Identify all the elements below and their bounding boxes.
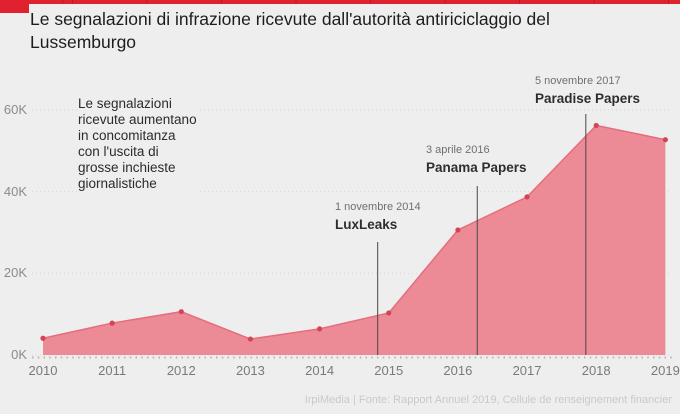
annotation-label: Panama Papers [426, 160, 527, 175]
x-axis-label: 2017 [512, 363, 542, 378]
chart-note-line: ricevute aumentano [78, 112, 197, 127]
data-point [40, 335, 46, 341]
x-axis-label: 2016 [443, 363, 473, 378]
trend-line [42, 124, 666, 340]
annotation-date: 1 novembre 2014 [335, 201, 421, 213]
brand-red-square [0, 0, 29, 13]
x-axis-label: 2018 [581, 363, 611, 378]
data-point [455, 227, 461, 233]
event-annotation: 5 novembre 2017 Paradise Papers [531, 74, 645, 108]
data-point [662, 137, 668, 143]
chart-note-line: in concomitanza [78, 128, 176, 143]
data-point [247, 336, 254, 342]
chart-note-line: grosse inchieste [78, 160, 176, 175]
chart-note: Le segnalazioni ricevute aumentano in conc… [78, 95, 200, 194]
data-point [593, 122, 599, 129]
annotation-label: LuxLeaks [335, 217, 398, 232]
y-axis-label: 20K [3, 265, 27, 281]
page-title: Le segnalazioni di infrazione ricevute d… [30, 9, 550, 52]
x-axis-label: 2013 [235, 363, 265, 378]
area-fill [43, 125, 666, 355]
y-axis-label: 0K [11, 347, 27, 362]
x-axis-label: 2012 [166, 363, 196, 378]
x-axis-label: 2019 [650, 363, 680, 378]
y-axis-label: 60K [3, 101, 27, 117]
chart-note-line: Le segnalazioni [78, 96, 172, 111]
y-axis-label: 40K [3, 183, 27, 199]
annotation-date: 3 aprile 2016 [426, 144, 490, 156]
data-point [178, 309, 184, 315]
data-point [524, 194, 530, 200]
x-axis-label: 2015 [374, 363, 404, 378]
progress-bar [0, 0, 680, 4]
chart-note-line: giornalistiche [78, 176, 157, 191]
annotation-date: 5 novembre 2017 [535, 75, 621, 87]
x-axis-label: 2011 [98, 363, 127, 378]
data-point [317, 326, 323, 332]
chart-note-line: con l'uscita di [78, 144, 159, 159]
annotation-label: Paradise Papers [535, 91, 641, 106]
event-annotation: 3 aprile 2016 Panama Papers [422, 143, 531, 177]
data-point [109, 320, 115, 326]
x-axis-label: 2014 [305, 363, 335, 378]
x-axis-label: 2010 [28, 363, 58, 378]
event-annotation: 1 novembre 2014 LuxLeaks [331, 200, 425, 234]
data-point [386, 310, 392, 316]
source-credit: IrpiMedia | Fonte: Rapport Annuel 2019, … [304, 394, 672, 406]
